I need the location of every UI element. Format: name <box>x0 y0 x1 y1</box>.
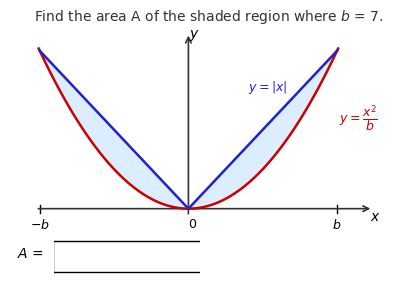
FancyBboxPatch shape <box>53 241 201 272</box>
Text: $b$: $b$ <box>332 218 342 232</box>
Text: x: x <box>370 210 378 224</box>
Text: y: y <box>189 27 197 41</box>
Text: $-b$: $-b$ <box>30 218 50 232</box>
Text: $y=\dfrac{x^2}{b}$: $y=\dfrac{x^2}{b}$ <box>339 103 378 134</box>
Text: $y = |x|$: $y = |x|$ <box>248 79 287 96</box>
Text: $0$: $0$ <box>188 218 197 231</box>
Text: Find the area A of the shaded region where $b$ = 7.: Find the area A of the shaded region whe… <box>34 8 383 27</box>
Text: $A$ =: $A$ = <box>17 247 43 261</box>
